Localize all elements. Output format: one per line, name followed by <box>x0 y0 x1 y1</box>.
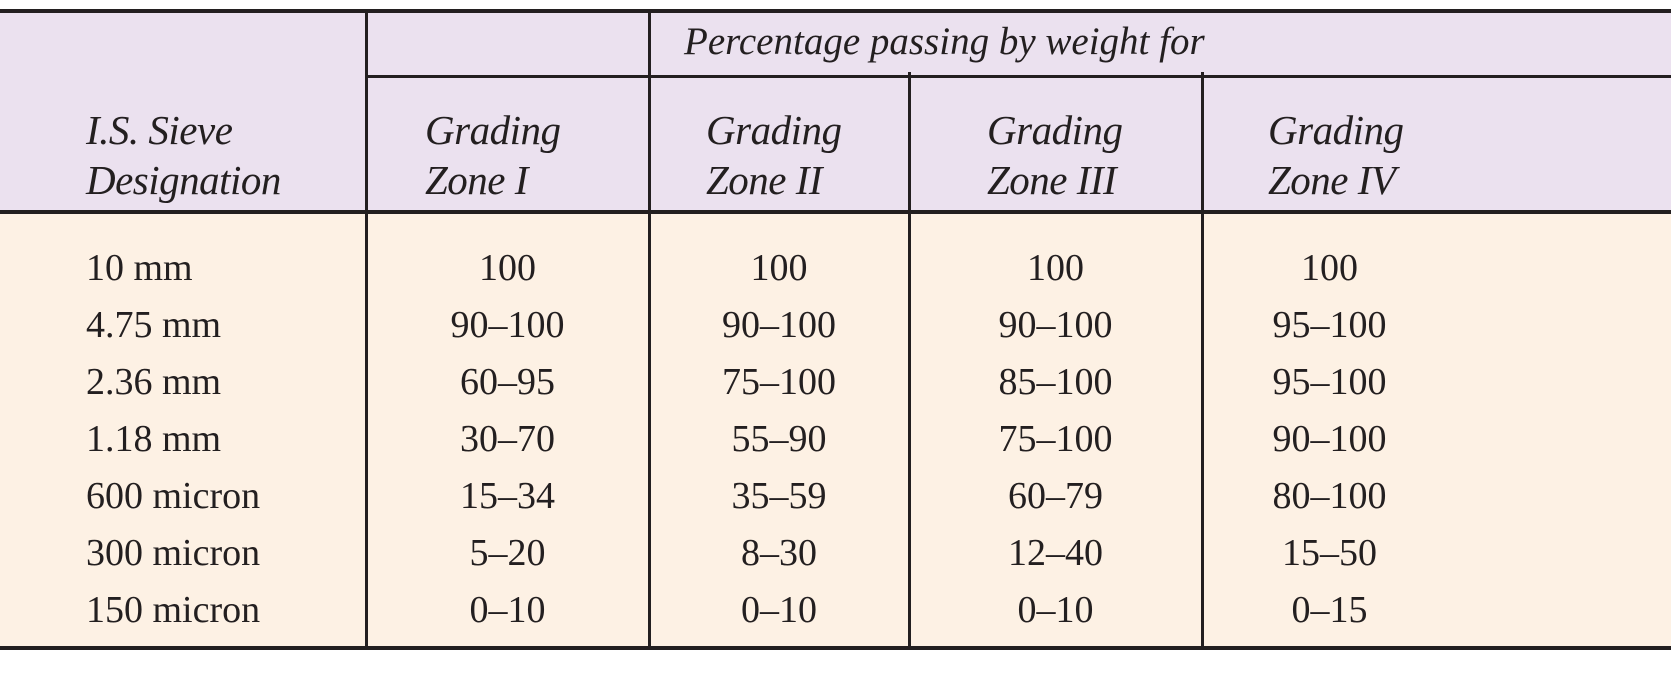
header-text: Zone III <box>987 157 1117 203</box>
header-text: Grading <box>425 107 561 153</box>
header-text: Zone I <box>425 157 528 203</box>
zone-3-cell: 85–100 <box>998 361 1113 403</box>
table-row: 4.75 mm 90–100 90–100 90–100 95–100 <box>0 297 1671 354</box>
sieve-cell: 2.36 mm <box>86 361 222 403</box>
zone-3-header: Grading Zone III <box>987 105 1123 205</box>
column-divider <box>365 9 368 650</box>
zone-4-header: Grading Zone IV <box>1268 105 1404 205</box>
zone-2-cell: 100 <box>750 247 808 289</box>
zone-1-cell: 90–100 <box>450 304 565 346</box>
header-text: Designation <box>86 157 281 203</box>
zone-4-cell: 95–100 <box>1272 304 1387 346</box>
zone-1-header: Grading Zone I <box>425 105 561 205</box>
sieve-cell: 4.75 mm <box>86 304 222 346</box>
zone-1-cell: 60–95 <box>460 361 555 403</box>
zone-1-cell: 30–70 <box>460 418 555 460</box>
zone-1-cell: 15–34 <box>460 475 555 517</box>
column-divider <box>908 72 911 650</box>
sieve-designation-header: I.S. Sieve Designation <box>86 105 281 205</box>
zone-2-cell: 90–100 <box>722 304 836 346</box>
sieve-cell: 10 mm <box>86 247 193 289</box>
table-row: 10 mm 100 100 100 100 <box>0 240 1671 297</box>
table-header: I.S. Sieve Designation Percentage passin… <box>0 9 1671 214</box>
header-divider <box>366 75 1671 78</box>
zone-1-cell: 5–20 <box>469 532 546 574</box>
header-text: Grading <box>706 107 842 153</box>
zone-4-cell: 80–100 <box>1272 475 1387 517</box>
sieve-cell: 150 micron <box>86 589 261 631</box>
table-row: 2.36 mm 60–95 75–100 85–100 95–100 <box>0 354 1671 411</box>
sieve-cell: 600 micron <box>86 475 261 517</box>
table-row: 1.18 mm 30–70 55–90 75–100 90–100 <box>0 411 1671 468</box>
header-text: Grading <box>1268 107 1404 153</box>
zone-4-cell: 95–100 <box>1272 361 1387 403</box>
zone-2-cell: 8–30 <box>741 532 817 574</box>
zone-3-cell: 90–100 <box>998 304 1113 346</box>
zone-4-cell: 15–50 <box>1282 532 1377 574</box>
zone-1-cell: 100 <box>479 247 536 289</box>
table-body: 10 mm 100 100 100 100 4.75 mm 90–100 90–… <box>0 214 1671 650</box>
zone-3-cell: 0–10 <box>1017 589 1094 631</box>
zone-2-cell: 35–59 <box>731 475 827 517</box>
zone-4-cell: 0–15 <box>1291 589 1368 631</box>
column-divider <box>1201 72 1204 650</box>
zone-2-cell: 75–100 <box>722 361 836 403</box>
zone-2-cell: 0–10 <box>741 589 817 631</box>
zone-3-cell: 75–100 <box>998 418 1113 460</box>
zone-4-cell: 90–100 <box>1272 418 1387 460</box>
zone-3-cell: 60–79 <box>1008 475 1103 517</box>
header-text: Grading <box>987 107 1123 153</box>
zone-1-cell: 0–10 <box>469 589 546 631</box>
percentage-passing-header: Percentage passing by weight for <box>684 20 1205 63</box>
zone-4-cell: 100 <box>1301 247 1358 289</box>
table-row: 300 micron 5–20 8–30 12–40 15–50 <box>0 525 1671 582</box>
header-text: Zone II <box>706 157 823 203</box>
sieve-cell: 1.18 mm <box>86 418 222 460</box>
column-divider <box>648 9 651 650</box>
header-text: I.S. Sieve <box>86 107 233 153</box>
zone-2-cell: 55–90 <box>731 418 827 460</box>
sieve-cell: 300 micron <box>86 532 261 574</box>
table-row: 600 micron 15–34 35–59 60–79 80–100 <box>0 468 1671 525</box>
zone-2-header: Grading Zone II <box>706 105 842 205</box>
header-text: Zone IV <box>1268 157 1396 203</box>
table-row: 150 micron 0–10 0–10 0–10 0–15 <box>0 582 1671 639</box>
sieve-grading-table: I.S. Sieve Designation Percentage passin… <box>0 9 1671 650</box>
zone-3-cell: 12–40 <box>1008 532 1103 574</box>
zone-3-cell: 100 <box>1027 247 1084 289</box>
